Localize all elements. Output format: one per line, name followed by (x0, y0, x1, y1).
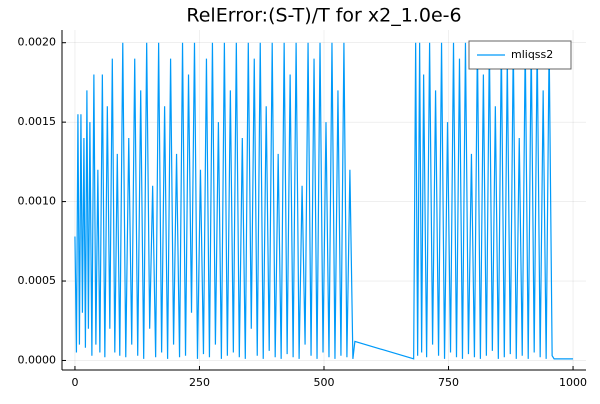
chart-title: RelError:(S-T)/T for x2_1.0e-6 (186, 5, 461, 27)
legend-label: mliqss2 (511, 48, 553, 61)
y-tick-label: 0.0005 (18, 274, 57, 287)
y-tick-label: 0.0000 (18, 353, 57, 366)
x-tick-label: 500 (314, 376, 335, 389)
x-tick-label: 250 (189, 376, 210, 389)
y-tick-label: 0.0020 (18, 36, 57, 49)
data-line (74, 42, 574, 360)
y-tick-label: 0.0010 (18, 195, 57, 208)
x-tick-label: 1000 (559, 376, 587, 389)
x-tick-label: 750 (438, 376, 459, 389)
x-tick-label: 0 (71, 376, 78, 389)
y-tick-label: 0.0015 (18, 115, 57, 128)
